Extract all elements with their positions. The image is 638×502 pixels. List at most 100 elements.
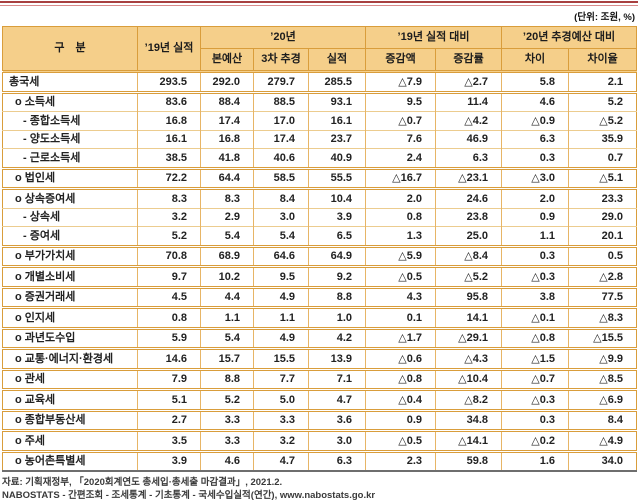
row-value: 3.9 — [137, 449, 201, 471]
row-value: 9.7 — [137, 265, 201, 287]
row-value: △2.8 — [568, 265, 637, 287]
row-value: △14.1 — [435, 429, 502, 451]
row-value: 7.9 — [137, 367, 201, 390]
row-value: 16.1 — [307, 111, 366, 130]
row-value: 38.5 — [137, 148, 201, 168]
table-row: o 소득세 83.6 88.4 88.5 93.1 9.5 11.4 4.6 5.2 — [2, 90, 637, 112]
table-row: o 증권거래세 4.5 4.4 4.9 8.8 4.3 95.8 3.8 77.5 — [2, 285, 637, 308]
row-value: 0.9 — [365, 408, 436, 431]
row-value: 13.9 — [307, 347, 366, 369]
row-label: o 주세 — [2, 429, 138, 451]
row-value: 293.5 — [137, 70, 201, 92]
header-actual: 실적 — [307, 48, 367, 72]
header-2019-actual: ’19년 실적 — [137, 26, 201, 72]
row-label: o 관세 — [2, 367, 138, 390]
row-value: 23.3 — [568, 187, 637, 208]
table-header: 구 분 ’19년 실적 ’20년 ’19년 실적 대비 ’20년 추경예산 대비… — [2, 26, 638, 72]
row-label: o 교육세 — [2, 388, 138, 410]
table-row: o 개별소비세 9.7 10.2 9.5 9.2 △0.5 △5.2 △0.3 △2.8 — [2, 265, 637, 287]
row-value: △8.2 — [435, 388, 502, 410]
row-value: △0.9 — [501, 111, 569, 130]
row-label: o 부가가치세 — [2, 244, 138, 267]
row-value: 10.4 — [307, 187, 366, 208]
row-value: 34.0 — [568, 449, 637, 471]
table-row: o 과년도수입 5.9 5.4 4.9 4.2 △1.7 △29.1 △0.8 △15.5 — [2, 326, 637, 349]
row-value: 8.4 — [568, 408, 637, 431]
row-value: 5.1 — [137, 388, 201, 410]
row-value: 17.4 — [200, 111, 254, 130]
row-value: 4.7 — [253, 449, 309, 471]
row-value: 5.4 — [200, 326, 254, 349]
table-row: o 법인세 72.2 64.4 58.5 55.5 △16.7 △23.1 △3.0 △5.1 — [2, 166, 637, 189]
row-value: 9.2 — [307, 265, 366, 287]
row-value: 40.6 — [253, 148, 309, 168]
row-value: 95.8 — [435, 285, 502, 308]
row-value: 16.1 — [137, 129, 201, 149]
row-value: 72.2 — [137, 166, 201, 189]
row-value: 20.1 — [568, 226, 637, 246]
row-label: - 종합소득세 — [2, 111, 138, 130]
row-value: 2.9 — [200, 207, 254, 227]
row-value: △3.0 — [501, 166, 569, 189]
row-value: △7.9 — [365, 70, 436, 92]
row-value: 292.0 — [200, 70, 254, 92]
row-value: 0.7 — [568, 148, 637, 168]
row-value: 93.1 — [307, 90, 366, 112]
source-line-2: NABOSTATS - 간편조회 - 조세통계 - 기초통계 - 국세수입실적(… — [2, 490, 376, 501]
table-row: o 부가가치세 70.8 68.9 64.6 64.9 △5.9 △8.4 0.3 0.5 — [2, 244, 637, 267]
row-value: 64.4 — [200, 166, 254, 189]
row-value: 0.8 — [137, 306, 201, 328]
row-value: △0.3 — [501, 265, 569, 287]
unit-label: (단위: 조원, %) — [574, 12, 635, 23]
row-value: 68.9 — [200, 244, 254, 267]
row-value: 41.8 — [200, 148, 254, 168]
row-value: 0.5 — [568, 244, 637, 267]
row-label: o 소득세 — [2, 90, 138, 112]
row-value: △4.3 — [435, 347, 502, 369]
row-label: o 상속증여세 — [2, 187, 138, 208]
row-value: △5.2 — [568, 111, 637, 130]
row-value: 16.8 — [137, 111, 201, 130]
row-value: △0.5 — [365, 265, 436, 287]
row-value: 5.0 — [253, 388, 309, 410]
table-row: - 증여세 5.2 5.4 5.4 6.5 1.3 25.0 1.1 20.1 — [2, 226, 637, 246]
row-value: 5.4 — [253, 226, 309, 246]
row-value: 2.0 — [501, 187, 569, 208]
row-value: 29.0 — [568, 207, 637, 227]
row-label: - 상속세 — [2, 207, 138, 227]
header-group-vs-2019: ’19년 실적 대비 — [365, 26, 503, 49]
row-value: 17.0 — [253, 111, 309, 130]
row-value: 5.4 — [200, 226, 254, 246]
table-body: 총국세 293.5 292.0 279.7 285.5 △7.9 △2.7 5.8 2.1 o 소… — [2, 70, 637, 471]
row-value: △0.6 — [365, 347, 436, 369]
source-line-1: 자료: 기획재정부, 「2020회계연도 총세입·총세출 마감결과」, 2021… — [2, 477, 283, 488]
table-row: o 인지세 0.8 1.1 1.1 1.0 0.1 14.1 △0.1 △8.3 — [2, 306, 637, 328]
row-value: 1.1 — [200, 306, 254, 328]
row-value: 15.7 — [200, 347, 254, 369]
header-group-vs-budget: ’20년 추경예산 대비 — [501, 26, 638, 49]
table-row: o 교육세 5.1 5.2 5.0 4.7 △0.4 △8.2 △0.3 △6.9 — [2, 388, 637, 410]
row-value: △0.5 — [365, 429, 436, 451]
header-difference-rate: 차이율 — [568, 48, 638, 72]
row-value: △6.9 — [568, 388, 637, 410]
source-footer: 자료: 기획재정부, 「2020회계연도 총세입·총세출 마감결과」, 2021… — [0, 476, 638, 502]
row-value: 8.4 — [253, 187, 309, 208]
row-value: 0.3 — [501, 408, 569, 431]
row-value: 4.9 — [253, 326, 309, 349]
row-value: 58.5 — [253, 166, 309, 189]
row-value: △0.7 — [365, 111, 436, 130]
row-value: 7.1 — [307, 367, 366, 390]
table-row: o 교통·에너지·환경세 14.6 15.7 15.5 13.9 △0.6 △4.3 △1.5… — [2, 347, 637, 369]
row-value: 55.5 — [307, 166, 366, 189]
row-label: o 종합부동산세 — [2, 408, 138, 431]
row-value: 285.5 — [307, 70, 366, 92]
row-value: 8.8 — [307, 285, 366, 308]
row-value: △29.1 — [435, 326, 502, 349]
row-value: △23.1 — [435, 166, 502, 189]
row-value: △9.9 — [568, 347, 637, 369]
row-value: 279.7 — [253, 70, 309, 92]
row-label: - 근로소득세 — [2, 148, 138, 168]
row-value: 2.3 — [365, 449, 436, 471]
row-value: 4.6 — [200, 449, 254, 471]
row-value: 3.3 — [253, 408, 309, 431]
